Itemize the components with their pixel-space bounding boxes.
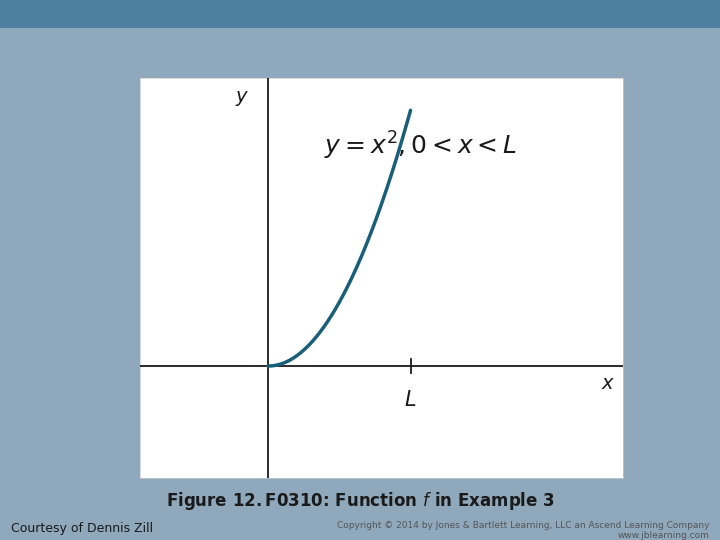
Text: $x$: $x$: [601, 375, 616, 393]
Text: Figure 12. F0310: Function $f$ in Example 3: Figure 12. F0310: Function $f$ in Exampl…: [166, 490, 554, 512]
Text: $y$: $y$: [235, 89, 249, 108]
Text: $y = x^2, 0 < x < L$: $y = x^2, 0 < x < L$: [324, 130, 517, 163]
Text: Courtesy of Dennis Zill: Courtesy of Dennis Zill: [11, 522, 153, 535]
Text: $L$: $L$: [405, 390, 417, 410]
Text: Copyright © 2014 by Jones & Bartlett Learning, LLC an Ascend Learning Company
ww: Copyright © 2014 by Jones & Bartlett Lea…: [337, 521, 709, 540]
